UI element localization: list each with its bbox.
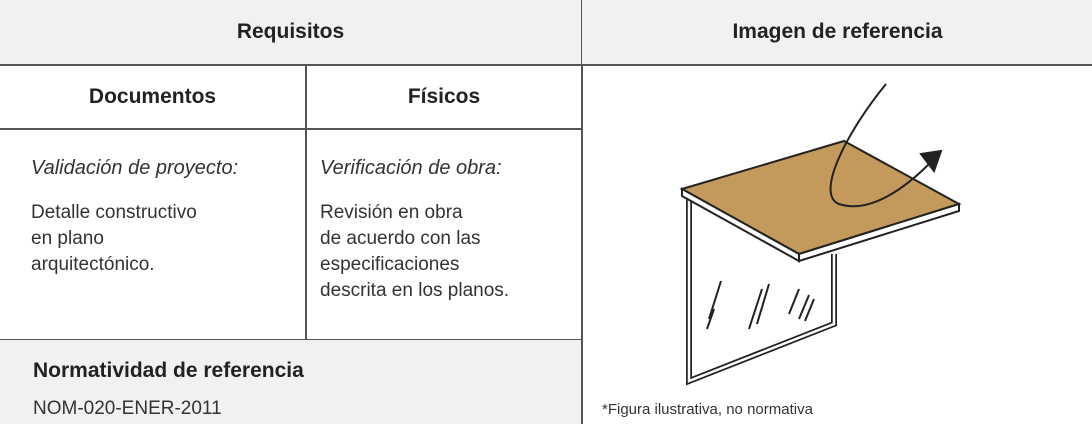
cell-title: Verificación de obra: [320, 157, 502, 179]
image-cell: *Figura ilustrativa, no normativa [581, 64, 1092, 424]
subheader-text: Documentos [88, 85, 217, 108]
subheader-cell: Documentos [0, 64, 307, 130]
norm-title: Normatividad de referencia [33, 359, 304, 382]
text-line: descrita en los planos. [320, 280, 510, 301]
header-text: Requisitos [236, 20, 345, 43]
text-line: especificaciones [320, 254, 460, 275]
norm-value: NOM-020-ENER-2011 [33, 398, 222, 419]
text-line: arquitectónico. [31, 254, 155, 275]
illustration [679, 83, 962, 386]
cell-text: Revisión en obra de acuerdo con las especi… [320, 200, 509, 304]
header-text: Imagen de referencia [732, 20, 943, 43]
subheader-text: Físicos [407, 85, 481, 108]
body-cell: Validación de proyecto: Detalle construc… [0, 128, 307, 341]
cell-title: Validación de proyecto: [31, 157, 239, 179]
caption: *Figura ilustrativa, no normativa [602, 401, 813, 418]
text-line: en plano [31, 228, 104, 249]
header-cell: Imagen de referencia [581, 0, 1092, 66]
body-cell: Verificación de obra: Revisión en obra de… [305, 128, 583, 341]
norm-cell: Normatividad de referencia NOM-020-ENER-… [0, 339, 583, 424]
text-line: Revisión en obra [320, 202, 463, 223]
cell-text: Detalle constructivo en plano arquitectóni… [31, 200, 197, 278]
text-line: de acuerdo con las [320, 228, 481, 249]
subheader-cell: Físicos [305, 64, 583, 130]
text-line: Detalle constructivo [31, 202, 197, 223]
header-cell: Requisitos [0, 0, 583, 66]
